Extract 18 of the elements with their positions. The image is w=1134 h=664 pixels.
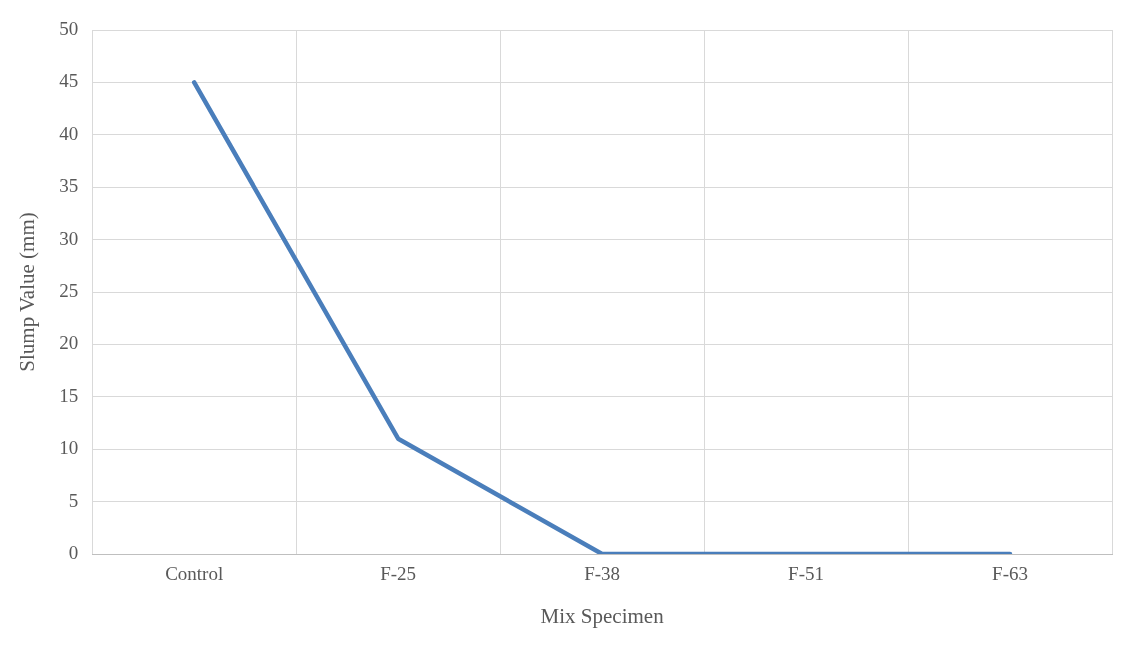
y-tick-label: 50 [59, 17, 79, 39]
y-tick-label: 20 [59, 332, 79, 354]
y-tick-label: 35 [59, 175, 79, 197]
x-axis-title: Mix Specimen [540, 603, 665, 628]
y-axis-title: Slump Value (mm) [15, 212, 40, 372]
y-tick-label: 25 [59, 279, 79, 301]
x-tick-label: F-38 [584, 563, 621, 585]
y-tick-label: 15 [59, 384, 79, 406]
y-tick-label: 40 [59, 122, 79, 144]
y-tick-label: 5 [68, 489, 79, 511]
y-tick-label: 45 [59, 70, 79, 92]
x-tick-label: F-63 [992, 563, 1028, 585]
y-tick-label: 10 [59, 437, 79, 459]
x-tick-label: F-51 [788, 563, 825, 585]
x-tick-label: Control [165, 563, 224, 585]
x-tick-label: F-25 [380, 563, 417, 585]
y-tick-label: 30 [59, 227, 79, 249]
y-tick-label: 0 [68, 541, 79, 563]
